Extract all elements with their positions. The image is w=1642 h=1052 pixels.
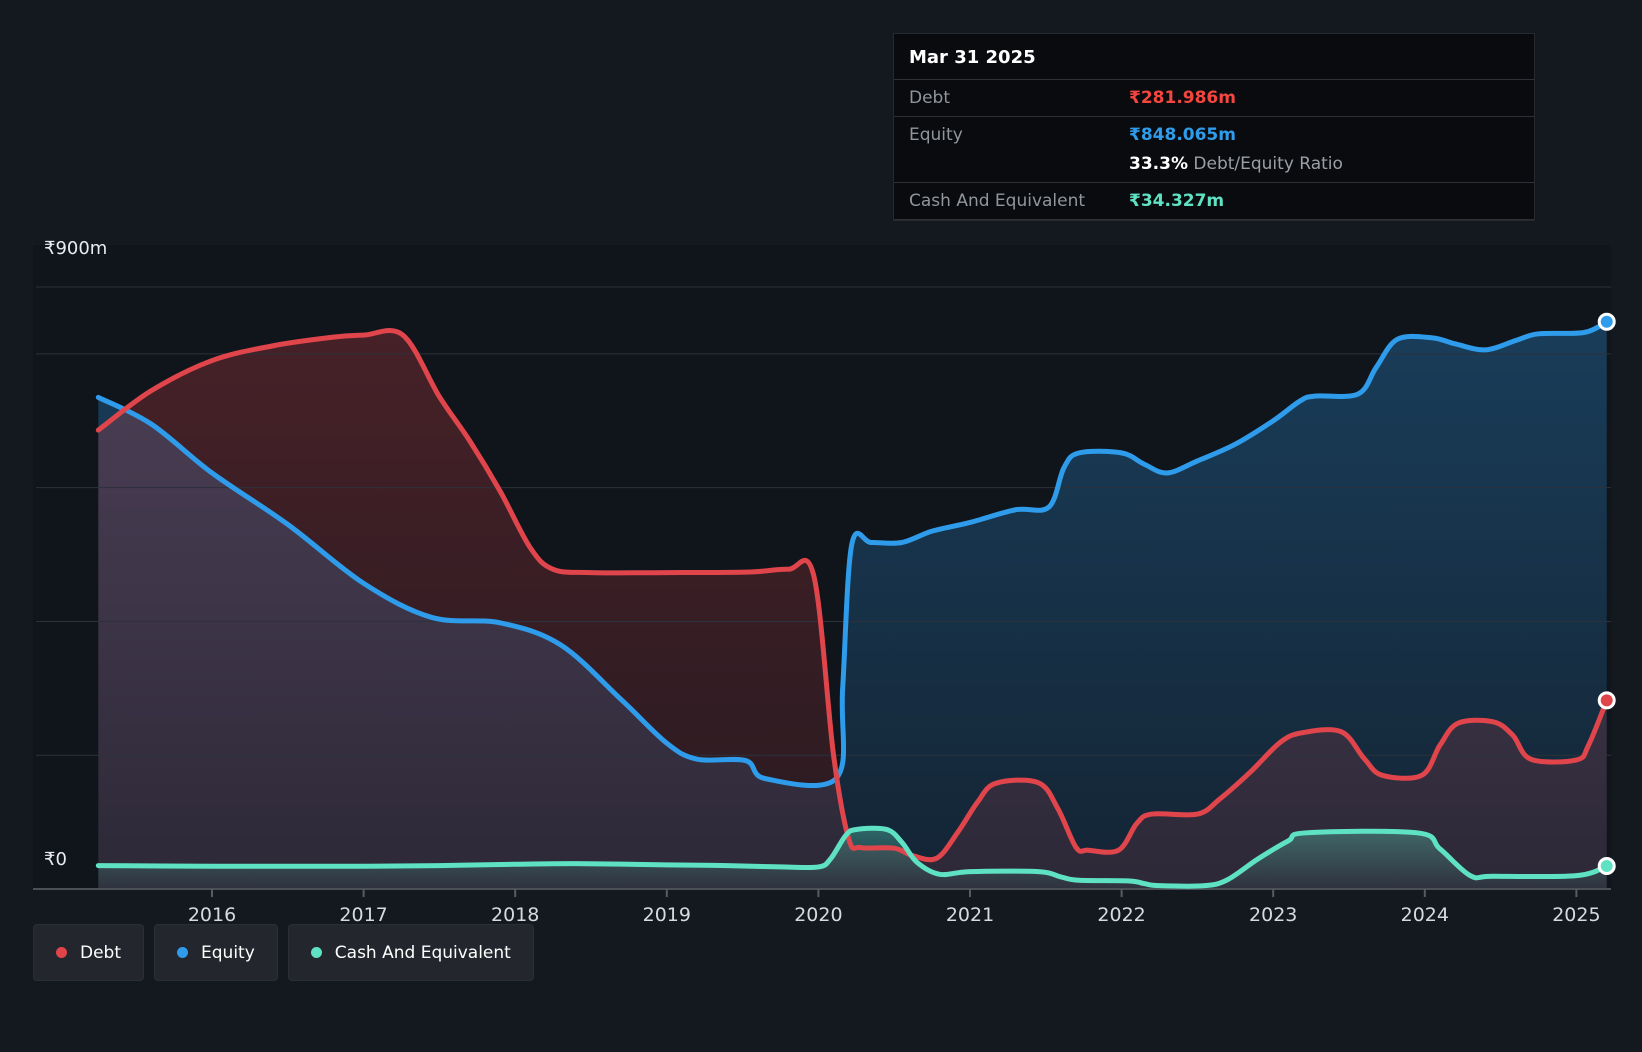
- series-end-markers: [1597, 312, 1616, 876]
- legend-cash-label: Cash And Equivalent: [334, 942, 511, 963]
- tooltip-date: Mar 31 2025: [894, 34, 1534, 80]
- x-label-2017: 2017: [339, 904, 387, 926]
- x-label-2022: 2022: [1097, 904, 1145, 926]
- legend-equity-label: Equity: [201, 942, 255, 963]
- tooltip-equity-cell: ₹848.065m 33.3% Debt/Equity Ratio: [1129, 124, 1343, 175]
- line-debt[interactable]: [95, 328, 1610, 863]
- legend-item-debt[interactable]: Debt: [33, 924, 145, 981]
- x-label-2016: 2016: [188, 904, 236, 926]
- tooltip-equity-value: ₹848.065m: [1129, 125, 1236, 145]
- x-label-2019: 2019: [643, 904, 691, 926]
- tooltip-row-debt: Debt ₹281.986m: [894, 80, 1534, 117]
- cash-dot-icon: [310, 947, 322, 958]
- end-marker-debt[interactable]: [1597, 691, 1616, 710]
- tooltip-cash-value: ₹34.327m: [1129, 191, 1225, 211]
- tooltip-debt-label: Debt: [909, 88, 951, 108]
- x-axis: [33, 888, 1611, 897]
- legend: Debt Equity Cash And Equivalent: [33, 924, 534, 981]
- tooltip-ratio: 33.3% Debt/Equity Ratio: [1129, 153, 1343, 175]
- x-label-2018: 2018: [491, 904, 539, 926]
- line-equity[interactable]: [95, 319, 1610, 788]
- equity-dot-icon: [177, 947, 189, 958]
- tooltip-row-cash: Cash And Equivalent ₹34.327m: [894, 183, 1534, 220]
- x-label-2025: 2025: [1552, 904, 1600, 926]
- x-label-2024: 2024: [1401, 904, 1449, 926]
- y-axis-zero-label: ₹0: [44, 849, 67, 870]
- tooltip-equity-label: Equity: [909, 125, 963, 145]
- chart-tooltip: Mar 31 2025 Debt ₹281.986m Equity ₹848.0…: [893, 33, 1535, 221]
- line-cash-and-equivalent[interactable]: [95, 825, 1610, 889]
- y-axis-max-label: ₹900m: [44, 238, 108, 259]
- tooltip-cash-label: Cash And Equivalent: [909, 191, 1086, 211]
- x-label-2021: 2021: [946, 904, 994, 926]
- x-label-2020: 2020: [794, 904, 842, 926]
- tooltip-debt-value: ₹281.986m: [1129, 88, 1236, 108]
- area-fills: [98, 321, 1607, 889]
- legend-debt-label: Debt: [80, 942, 122, 963]
- gridlines: [36, 286, 1611, 756]
- area-cash-and-equivalent: [98, 828, 1607, 889]
- legend-item-equity[interactable]: Equity: [154, 924, 278, 981]
- area-debt: [98, 330, 1607, 889]
- series-lines: [95, 319, 1610, 889]
- debt-dot-icon: [56, 947, 67, 958]
- legend-item-cash[interactable]: Cash And Equivalent: [287, 924, 534, 981]
- x-label-2023: 2023: [1249, 904, 1297, 926]
- tooltip-row-equity: Equity ₹848.065m 33.3% Debt/Equity Ratio: [894, 117, 1534, 183]
- tooltip-ratio-value: 33.3%: [1129, 154, 1188, 174]
- end-marker-equity[interactable]: [1597, 312, 1616, 331]
- end-marker-cash-and-equivalent[interactable]: [1597, 857, 1616, 876]
- tooltip-ratio-label: Debt/Equity Ratio: [1193, 154, 1343, 174]
- x-axis-labels: 2016 2017 2018 2019 2020 2021 2022 2023 2024 2025: [188, 904, 1601, 926]
